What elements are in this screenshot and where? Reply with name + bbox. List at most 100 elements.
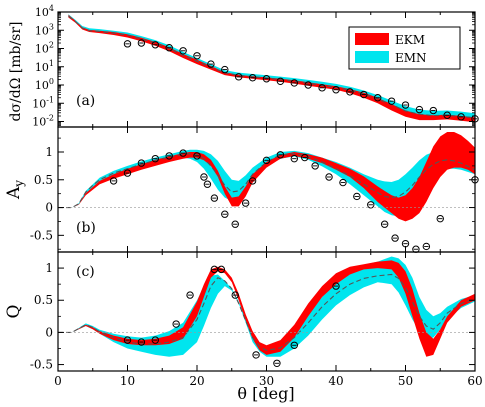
data-point [165, 152, 173, 160]
data-point [123, 40, 132, 48]
y-tick-label: 0.5 [34, 173, 53, 187]
panel-label-a: (a) [76, 93, 95, 109]
x-tick-label: 20 [189, 374, 204, 388]
x-tick-label: 40 [328, 374, 343, 388]
data-point [231, 291, 239, 299]
y-tick-label: 0 [45, 325, 53, 339]
panel-label-b: (b) [76, 220, 96, 236]
legend-label-emn: EMN [395, 51, 427, 65]
data-point [210, 265, 219, 274]
data-point [151, 336, 160, 344]
data-point [380, 220, 389, 228]
data-point [109, 177, 118, 185]
data-point [332, 86, 340, 94]
data-point [123, 169, 132, 177]
data-point [137, 159, 146, 167]
data-point [221, 65, 229, 74]
data-point [304, 81, 312, 89]
data-point [367, 201, 375, 209]
data-point [346, 88, 354, 96]
data-point [391, 234, 399, 242]
data-point [179, 47, 187, 55]
data-point [165, 44, 173, 52]
data-point [290, 341, 298, 349]
y-tick-label: 102 [35, 41, 54, 56]
x-tick-label: 0 [54, 374, 62, 388]
data-point [401, 239, 410, 248]
data-point [360, 90, 368, 99]
x-axis-label: θ [deg] [237, 384, 294, 403]
data-point [231, 220, 239, 228]
data-point [387, 97, 396, 105]
legend: EKM EMN [348, 26, 461, 70]
data-point [415, 105, 424, 114]
data-point [207, 60, 215, 68]
data-point [374, 94, 382, 102]
band-emn-c [58, 256, 475, 357]
data-point [443, 111, 451, 119]
legend-swatch-ekm [355, 33, 389, 45]
data-point [301, 153, 309, 162]
x-tick-label: 30 [259, 374, 274, 388]
y-tick-label: 103 [35, 22, 54, 37]
data-point [151, 154, 160, 163]
data-point [235, 73, 243, 81]
y-tick-label: 1 [45, 145, 53, 159]
band-ekm-c [58, 260, 475, 357]
x-tick-label: 60 [467, 374, 482, 388]
data-point [422, 242, 431, 251]
data-point [276, 77, 285, 85]
data-point [151, 41, 160, 49]
y-tick-label: 10-2 [32, 114, 54, 129]
data-point [200, 173, 208, 181]
data-point [203, 180, 212, 188]
data-point [123, 336, 132, 344]
data-point [248, 74, 257, 82]
y-tick-label: 101 [35, 59, 54, 74]
data-point [241, 199, 250, 207]
y-axis-label-b: Ay [4, 180, 26, 200]
data-point [332, 282, 340, 290]
y-tick-label: 1 [45, 261, 53, 275]
y-tick-label: -0.5 [30, 358, 53, 372]
data-point [193, 52, 201, 60]
panel-label-c: (c) [76, 264, 95, 280]
y-tick-label: 0.5 [34, 293, 53, 307]
data-point [318, 84, 326, 92]
x-tick-label: 50 [398, 374, 413, 388]
dashed-line-b [58, 153, 475, 209]
y-axis-label-c: Q [4, 305, 24, 319]
data-point [290, 154, 298, 163]
data-point [252, 351, 260, 359]
y-tick-label: 100 [35, 77, 54, 92]
y-tick-label: -0.5 [30, 228, 53, 242]
band-emn-b [58, 149, 475, 217]
data-point [179, 149, 187, 157]
data-point [273, 359, 281, 367]
y-axis-label-a: dσ/dΩ [mb/sr] [8, 21, 24, 121]
data-point [457, 113, 465, 121]
data-point [311, 162, 319, 170]
data-point [210, 194, 219, 202]
data-point [325, 173, 333, 181]
data-point [137, 338, 146, 346]
y-tick-label: 104 [35, 4, 54, 19]
data-point [353, 192, 361, 201]
data-point [193, 152, 201, 160]
data-point [172, 320, 180, 328]
data-point [186, 291, 194, 299]
data-point [276, 151, 285, 159]
data-point [429, 106, 437, 115]
data-point [137, 39, 146, 47]
legend-label-ekm: EKM [395, 33, 425, 47]
data-point [217, 265, 226, 274]
data-point [262, 156, 271, 165]
data-point [436, 214, 444, 223]
data-point [401, 101, 410, 109]
data-point [339, 178, 347, 187]
legend-swatch-emn [355, 51, 389, 63]
data-point [290, 79, 298, 87]
dashed-line-a [68, 15, 475, 119]
data-point [248, 177, 257, 185]
